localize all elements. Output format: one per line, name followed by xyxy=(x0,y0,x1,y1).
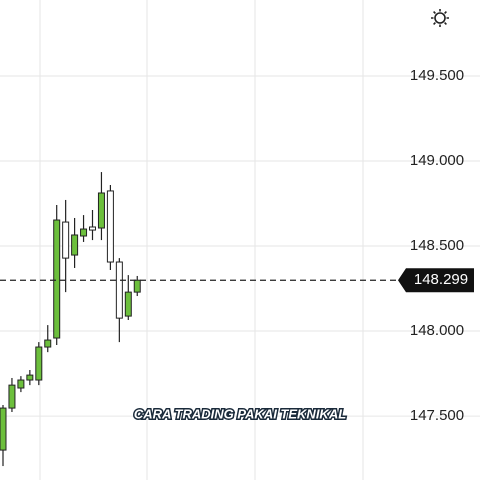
candle-body xyxy=(97,192,105,229)
candle-body xyxy=(62,221,70,259)
candle-body xyxy=(106,190,114,263)
candle-body xyxy=(8,384,16,409)
y-tick-label: 148.500 xyxy=(410,237,464,254)
candle-body xyxy=(17,379,25,389)
candle-body xyxy=(124,291,132,317)
y-tick-label: 149.000 xyxy=(410,152,464,169)
candle-body xyxy=(133,279,141,293)
candle-body xyxy=(89,226,96,231)
last-price-tag xyxy=(398,268,474,293)
settings-icon[interactable] xyxy=(431,9,449,27)
last-price-label: 148.299 xyxy=(414,271,468,288)
candle-body xyxy=(71,234,79,256)
candle-body xyxy=(26,374,34,381)
y-tick-label: 147.500 xyxy=(410,407,464,424)
settings-icon-rays xyxy=(431,9,449,27)
y-tick-label: 148.000 xyxy=(410,322,464,339)
candle-body xyxy=(115,261,123,319)
candle-body xyxy=(53,219,61,339)
y-tick-label: 149.500 xyxy=(410,67,464,84)
candle-body xyxy=(44,339,52,348)
candle-body xyxy=(35,346,43,381)
settings-icon-ring xyxy=(434,12,446,24)
candle-body xyxy=(0,407,7,451)
caption: CARA TRADING PAKAI TEKNIKAL xyxy=(134,406,346,421)
candle-body xyxy=(80,228,88,237)
